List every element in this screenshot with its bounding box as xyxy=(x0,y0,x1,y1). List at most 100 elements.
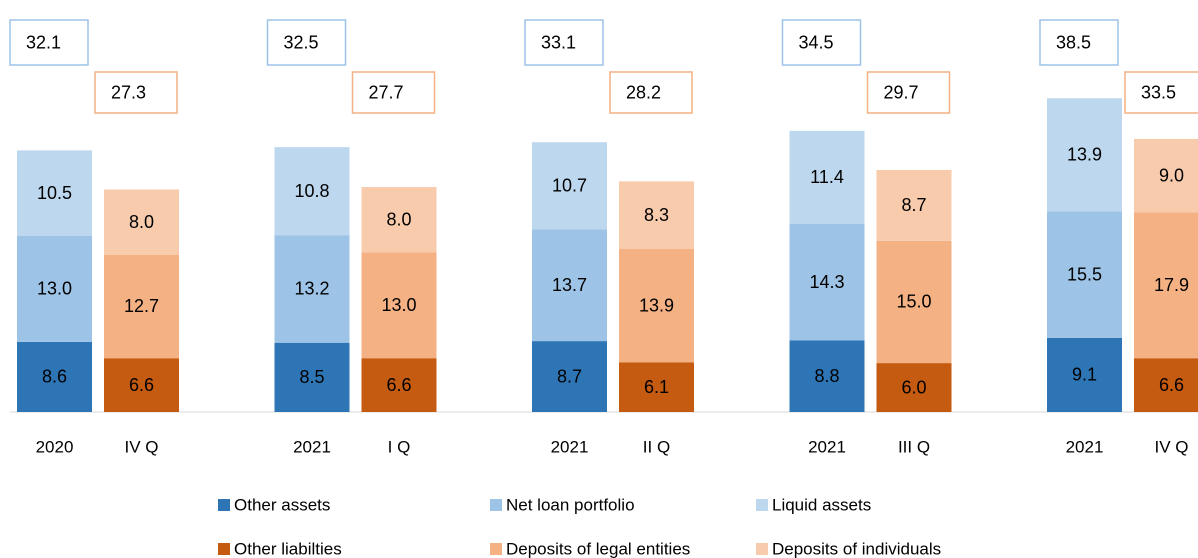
bar-segment xyxy=(361,252,437,359)
bar-segment xyxy=(619,181,694,249)
value-label: 13.0 xyxy=(37,279,72,299)
bar-segment xyxy=(274,147,350,236)
bar-segment xyxy=(876,169,952,241)
bar-segment xyxy=(789,130,865,224)
bar-segment xyxy=(17,341,92,412)
legend-swatch xyxy=(218,499,230,511)
x-tick-label: 2021 xyxy=(1066,437,1104,456)
legend-label: Other liabilties xyxy=(234,539,342,558)
value-label: 13.9 xyxy=(639,295,674,315)
bar-segment xyxy=(274,342,350,412)
bar-segment xyxy=(532,142,607,230)
total-box xyxy=(351,71,436,114)
bar-segment xyxy=(619,249,694,363)
value-label: 14.3 xyxy=(809,272,844,292)
value-label: 6.1 xyxy=(644,377,669,397)
total-label: 27.7 xyxy=(369,82,404,102)
x-tick-label: 2021 xyxy=(293,437,331,456)
total-label: 29.7 xyxy=(884,82,919,102)
value-label: 15.5 xyxy=(1067,264,1102,284)
value-label: 10.8 xyxy=(294,181,329,201)
legend-swatch xyxy=(490,543,502,555)
bar-segment xyxy=(1134,138,1198,213)
bar-segment xyxy=(274,235,350,343)
bar-segment xyxy=(619,362,694,412)
legend-label: Deposits of individuals xyxy=(772,539,941,558)
value-label: 13.9 xyxy=(1067,145,1102,165)
legend-swatch xyxy=(756,543,768,555)
bar-segment xyxy=(1047,337,1122,412)
bar-segment xyxy=(104,358,179,412)
bar-segment xyxy=(361,187,437,253)
total-box xyxy=(1124,71,1198,114)
total-label: 38.5 xyxy=(1056,32,1091,52)
bar-segment xyxy=(876,240,952,364)
value-label: 11.4 xyxy=(810,167,844,187)
value-label: 10.5 xyxy=(37,183,72,203)
legend-label: Liquid assets xyxy=(772,495,871,514)
value-label: 8.8 xyxy=(814,366,839,386)
value-label: 8.7 xyxy=(557,366,582,386)
total-box xyxy=(266,19,347,66)
x-tick-label: IV Q xyxy=(124,437,158,456)
total-box xyxy=(524,19,604,66)
bar-segment xyxy=(1047,211,1122,338)
value-label: 8.7 xyxy=(901,195,926,215)
value-label: 8.3 xyxy=(644,205,669,225)
legend-swatch xyxy=(218,543,230,555)
value-label: 8.6 xyxy=(42,367,67,387)
total-label: 28.2 xyxy=(626,82,661,102)
bar-segment xyxy=(17,150,92,236)
total-box xyxy=(94,71,178,114)
total-label: 34.5 xyxy=(799,32,834,52)
value-label: 9.1 xyxy=(1072,365,1097,385)
value-label: 10.7 xyxy=(552,176,587,196)
x-tick-label: I Q xyxy=(388,437,411,456)
value-label: 13.0 xyxy=(381,295,416,315)
total-label: 32.1 xyxy=(26,32,61,52)
bar-segment xyxy=(876,363,952,412)
total-box xyxy=(609,71,693,114)
bar-segment xyxy=(17,235,92,342)
bar-segment xyxy=(1134,358,1198,412)
total-box xyxy=(1039,19,1119,66)
legend-swatch xyxy=(490,499,502,511)
value-label: 13.7 xyxy=(552,275,587,295)
value-label: 15.0 xyxy=(896,292,931,312)
value-label: 8.5 xyxy=(299,367,324,387)
bar-segment xyxy=(361,358,437,412)
total-box xyxy=(9,19,89,66)
bar-segment xyxy=(1134,212,1198,359)
value-label: 17.9 xyxy=(1154,275,1189,295)
total-box xyxy=(781,19,862,66)
bar-segment xyxy=(104,189,179,255)
value-label: 6.6 xyxy=(386,375,411,395)
x-tick-label: II Q xyxy=(643,437,670,456)
value-label: 6.6 xyxy=(129,375,154,395)
bar-segment xyxy=(789,340,865,412)
value-label: 8.0 xyxy=(386,209,411,229)
legend-label: Net loan portfolio xyxy=(506,495,635,514)
x-tick-label: 2021 xyxy=(551,437,589,456)
total-label: 32.5 xyxy=(284,32,319,52)
bar-segment xyxy=(1047,98,1122,212)
bar-segment xyxy=(104,254,179,359)
value-label: 8.0 xyxy=(129,212,154,232)
legend-label: Other assets xyxy=(234,495,330,514)
bar-segment xyxy=(789,223,865,341)
total-label: 27.3 xyxy=(111,82,146,102)
value-label: 13.2 xyxy=(294,279,329,299)
x-tick-label: 2021 xyxy=(808,437,846,456)
total-box xyxy=(866,71,951,114)
total-label: 33.5 xyxy=(1141,82,1176,102)
bar-segment xyxy=(532,229,607,342)
x-tick-label: III Q xyxy=(898,437,930,456)
value-label: 9.0 xyxy=(1159,165,1184,185)
legend-swatch xyxy=(756,499,768,511)
total-label: 33.1 xyxy=(541,32,576,52)
value-label: 12.7 xyxy=(124,296,159,316)
value-label: 6.0 xyxy=(901,377,926,397)
bar-segment xyxy=(532,341,607,412)
